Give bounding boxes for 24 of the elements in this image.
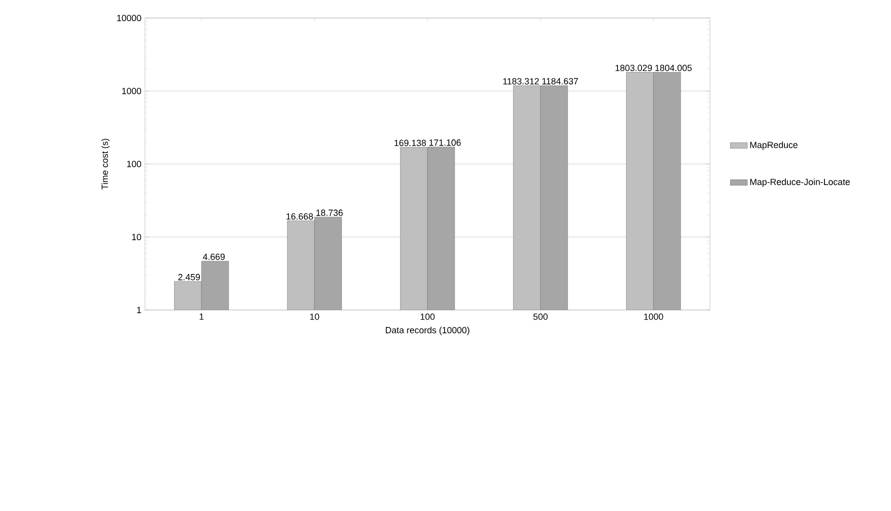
data-label: 1803.029 [616,64,652,72]
x-tick-label: 10 [310,314,320,320]
y-tick-label: 1000 [122,88,142,94]
y-tick-label: 100 [127,160,142,168]
x-tick-label: 1 [200,314,204,320]
y-tick-label: 10000 [117,14,142,22]
data-label: 18.736 [316,210,343,216]
data-label: 1804.005 [655,64,692,72]
data-label: 169.138 [394,140,426,146]
legend-label: Map-Reduce-Join-Locate [750,178,850,187]
x-tick-label: 1000 [644,314,664,320]
data-label: 4.669 [202,254,225,260]
y-tick-label: 1 [137,306,142,314]
legend-label: MapReduce [750,142,798,150]
data-label: 16.668 [286,213,313,220]
data-label: 1183.312 [503,78,539,84]
x-tick-label: 500 [533,314,548,320]
y-tick-label: 10 [132,234,142,240]
x-axis-title: Data records (10000) [386,326,470,336]
data-label: 2.459 [178,274,200,280]
y-axis-title: Time cost (s) [101,138,110,190]
x-tick-label: 100 [420,314,435,320]
data-label: 1184.637 [542,78,578,84]
data-label: 171.106 [429,139,461,146]
